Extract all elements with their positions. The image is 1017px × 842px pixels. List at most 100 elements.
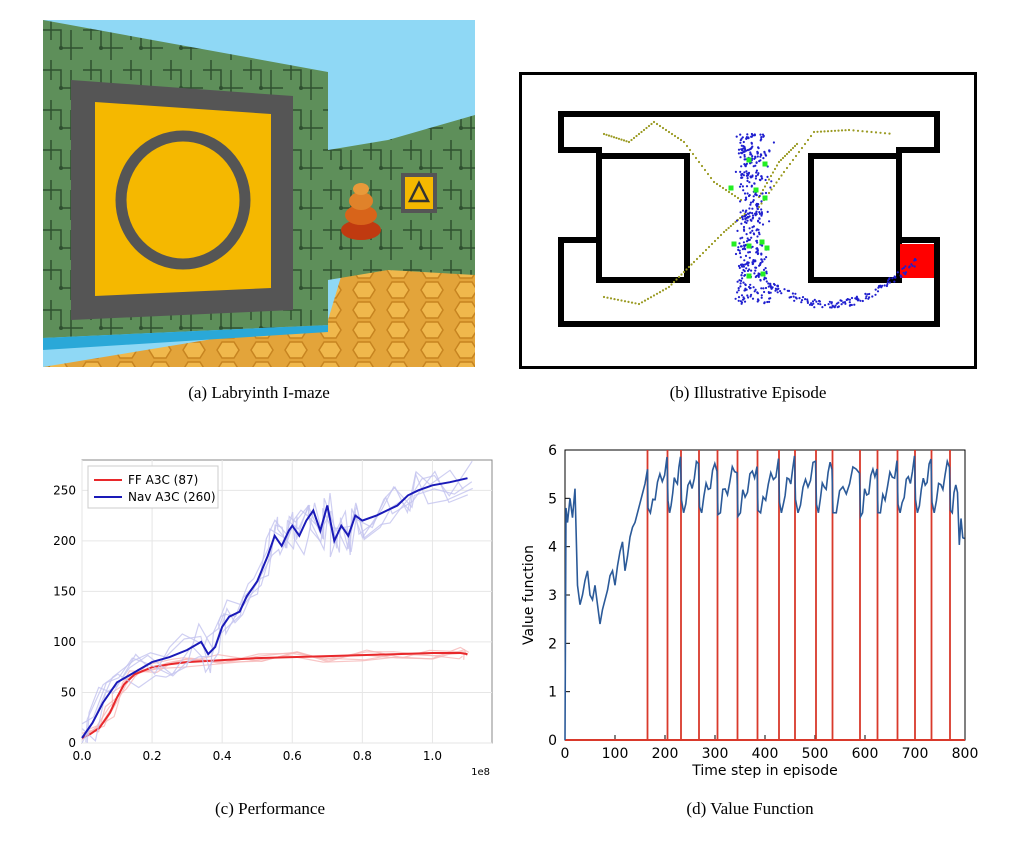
trajectory-blue-dot: [761, 223, 765, 226]
trajectory-blue-dot: [734, 252, 738, 256]
trajectory-blue-dot: [751, 217, 754, 220]
trajectory-blue-dot: [736, 291, 739, 294]
trajectory-blue-dot: [746, 133, 749, 136]
trajectory-olive-dot: [710, 242, 714, 246]
trajectory-blue-dot: [780, 292, 783, 295]
trajectory-blue-dot: [848, 301, 851, 304]
caption-a-text: Labryinth I-maze: [211, 383, 330, 402]
trajectory-blue-dot: [760, 138, 763, 141]
trajectory-blue-dot: [738, 185, 742, 188]
y-tick-label: 1: [548, 685, 557, 701]
trajectory-olive-dot: [739, 216, 742, 220]
trajectory-olive-dot: [694, 156, 698, 160]
trajectory-olive-dot: [680, 273, 683, 276]
trajectory-blue-dot: [750, 135, 753, 138]
trajectory-blue-dot: [871, 295, 874, 298]
trajectory-olive-dot: [622, 139, 626, 142]
trajectory-olive-dot: [712, 180, 716, 184]
trajectory-blue-dot: [752, 134, 756, 137]
trajectory-blue-dot: [896, 271, 899, 274]
trajectory-blue-dot: [741, 216, 744, 219]
trajectory-blue-dot: [900, 275, 903, 278]
trajectory-blue-dot: [830, 301, 833, 304]
trajectory-blue-dot: [756, 300, 759, 303]
trajectory-blue-dot: [798, 297, 801, 300]
trajectory-blue-dot: [776, 291, 779, 294]
trajectory-olive-dot: [870, 130, 873, 134]
trajectory-blue-dot: [753, 233, 756, 236]
trajectory-olive-dot: [690, 263, 693, 266]
trajectory-blue-dot: [837, 305, 840, 308]
trajectory-blue-dot: [749, 151, 752, 154]
trajectory-blue-dot: [888, 277, 891, 280]
trajectory-blue-dot: [740, 294, 744, 297]
trajectory-blue-dot: [740, 151, 743, 154]
trajectory-olive-dot: [856, 129, 860, 132]
trajectory-blue-dot: [761, 244, 764, 247]
trajectory-blue-dot: [743, 259, 746, 262]
trajectory-olive-dot: [635, 134, 638, 138]
trajectory-olive-dot: [664, 287, 668, 290]
y-tick-label: 0: [68, 736, 76, 750]
trajectory-olive-dot: [761, 188, 765, 192]
trajectory-blue-dot: [747, 216, 750, 219]
trajectory-marker: [760, 271, 766, 277]
trajectory-blue-dot: [818, 299, 821, 303]
trajectory-blue-dot: [738, 242, 741, 245]
trajectory-olive-dot: [679, 138, 683, 142]
trajectory-blue-dot: [760, 287, 763, 290]
y-tick-label: 2: [548, 636, 557, 652]
trajectory-olive-dot: [605, 133, 608, 136]
legend: FF A3C (87) Nav A3C (260): [87, 465, 219, 509]
trajectory-olive-dot: [888, 132, 891, 135]
trajectory-blue-dot: [754, 266, 757, 269]
trajectory-blue-dot: [755, 251, 758, 254]
trajectory-blue-dot: [745, 233, 748, 236]
y-tick-label: 100: [53, 635, 76, 649]
trajectory-blue-dot: [883, 284, 886, 287]
trajectory-olive-dot: [780, 174, 783, 177]
x-tick-label: 0.0: [72, 749, 91, 763]
trajectory-blue-dot: [742, 244, 746, 247]
trajectory-blue-dot: [751, 229, 754, 232]
trajectory-blue-dot: [911, 264, 914, 267]
trajectory-blue-dot: [760, 253, 763, 256]
trajectory-olive-dot: [695, 257, 699, 261]
trajectory-olive-dot: [721, 186, 725, 190]
trajectory-blue-dot: [734, 297, 737, 300]
trajectory-blue-dot: [751, 226, 754, 229]
trajectory-olive-dot: [763, 185, 767, 188]
trajectory-blue-dot: [750, 236, 753, 239]
trajectory-marker: [731, 241, 737, 247]
series-replicate-line: [86, 471, 473, 744]
trajectory-blue-dot: [839, 299, 842, 302]
trajectory-blue-dot: [760, 208, 763, 211]
trajectory-blue-dot: [739, 156, 742, 159]
trajectory-olive-dot: [716, 236, 720, 240]
trajectory-blue-dot: [893, 280, 896, 283]
trajectory-blue-dot: [894, 276, 897, 279]
trajectory-blue-dot: [756, 292, 759, 295]
trajectory-blue-dot: [742, 241, 745, 244]
trajectory-blue-dot: [738, 266, 741, 269]
trajectory-blue-dot: [762, 157, 765, 160]
x-tick-label: 500: [802, 746, 829, 762]
trajectory-blue-dot: [737, 264, 741, 268]
trajectory-blue-dot: [768, 300, 771, 303]
trajectory-blue-dot: [758, 160, 761, 163]
trajectory-blue-dot: [751, 212, 754, 215]
trajectory-blue-dot: [755, 171, 758, 174]
trajectory-blue-dot: [744, 218, 747, 221]
trajectory-blue-dot: [829, 306, 832, 309]
trajectory-olive-dot: [610, 135, 613, 138]
trajectory-blue-dot: [810, 302, 813, 305]
trajectory-blue-dot: [744, 210, 747, 214]
trajectory-blue-dot: [741, 265, 744, 268]
trajectory-blue-dot: [760, 258, 763, 261]
trajectory-blue-dot: [815, 300, 818, 303]
caption-d-tag: (d): [686, 799, 707, 818]
value-curve: [564, 455, 965, 741]
trajectory-blue-dot: [739, 285, 742, 288]
trajectory-olive-dot: [625, 140, 628, 143]
trajectory-olive-dot: [685, 268, 688, 271]
